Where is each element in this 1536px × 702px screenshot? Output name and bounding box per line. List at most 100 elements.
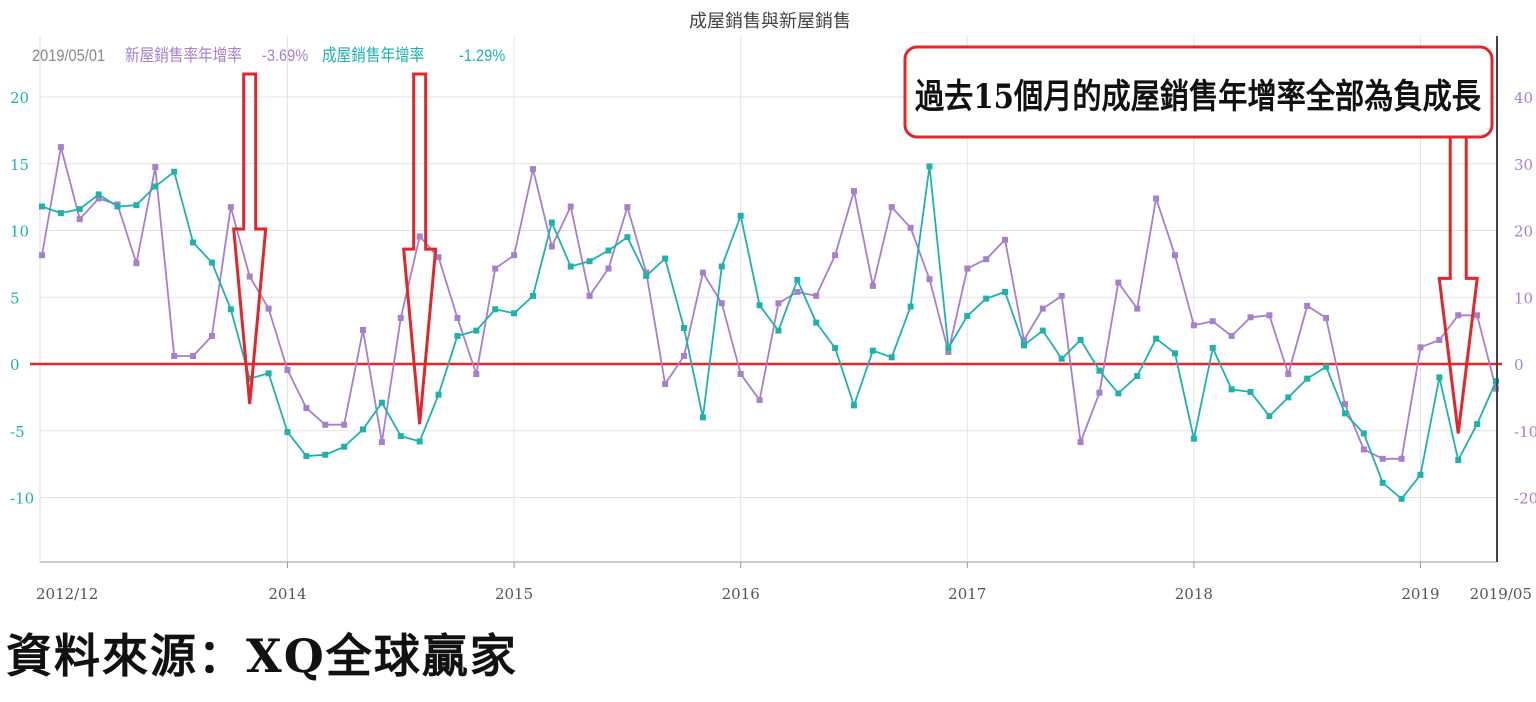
series-0-point-67 [1304,302,1311,309]
series-1-point-67 [1304,375,1311,382]
series-0-point-43 [850,188,857,195]
series-1-point-66 [1285,394,1292,401]
series-0-point-46 [907,224,914,231]
series-0-point-47 [926,276,933,283]
right-axis-tick-5: -10 [1514,423,1536,441]
series-1-point-64 [1247,389,1254,396]
series-1-point-5 [133,202,140,209]
series-1-point-15 [322,451,329,458]
series-1-point-62 [1209,344,1216,351]
x-axis-tick-6: 2019 [1401,585,1439,603]
series-1-point-41 [813,319,820,326]
series-1-point-58 [1134,373,1141,380]
x-axis-tick-1: 2014 [268,585,306,603]
series-1-point-17 [360,426,367,433]
series-0-point-39 [775,300,782,307]
series-0-point-33 [662,381,669,388]
series-0-point-62 [1209,318,1216,325]
callout-text: 過去15個月的成屋銷售年增率全部為負成長 [915,77,1482,117]
series-1-point-40 [794,276,801,283]
series-0-point-24 [492,265,499,272]
series-1-point-65 [1266,413,1273,420]
series-0-point-16 [341,421,348,428]
series-1-point-69 [1341,410,1348,417]
series-0-point-28 [567,203,574,210]
series-0-point-41 [813,292,820,299]
series-1-point-23 [473,327,480,334]
annotation-arrow-1 [402,72,438,425]
series-1-point-32 [643,272,650,279]
x-axis-tick-0: 2012/12 [36,585,98,603]
x-axis-tick-4: 2017 [948,585,986,603]
annotation-arrows [232,72,1479,434]
series-0-point-10 [227,204,234,211]
series-0-point-26 [529,166,536,173]
series-1-point-27 [548,219,555,226]
series-0-point-69 [1341,401,1348,408]
series-1-point-76 [1474,421,1481,428]
series-1-point-75 [1455,457,1462,464]
series-0-point-53 [1039,305,1046,312]
series-0-point-50 [983,256,990,263]
series-1-point-1 [57,210,64,217]
series-0-point-36 [718,300,725,307]
chart: 成屋銷售與新屋銷售 2019/05/01 新屋銷售率年增率 -3.69% 成屋銷售年… [10,11,1536,603]
right-axis-tick-4: 0 [1514,356,1524,374]
series-0-point-38 [756,397,763,404]
x-axis-tick-2: 2015 [495,585,533,603]
series-0-point-51 [1002,236,1009,243]
series-layer [39,144,1499,502]
left-axis-tick-3: 5 [10,289,20,307]
series-0-point-19 [397,314,404,321]
series-1-point-24 [492,306,499,313]
series-0-point-8 [190,352,197,359]
series-0-point-9 [208,332,215,339]
series-1-point-30 [605,247,612,254]
left-axis-tick-5: -5 [10,423,25,441]
series-0-point-29 [586,292,593,299]
series-0-point-0 [39,252,45,259]
right-axis-tick-0: 40 [1514,89,1533,107]
series-1-point-38 [756,302,763,309]
annotation-arrow-0 [232,72,268,405]
series-1-point-57 [1115,390,1122,397]
series-0-point-40 [794,288,801,295]
series-1-point-31 [624,234,631,241]
series-1-point-13 [284,429,291,436]
series-0-point-54 [1058,292,1065,299]
series-0-point-71 [1379,455,1386,462]
series-0-point-74 [1436,336,1443,343]
series-0-point-63 [1228,332,1235,339]
series-0-point-6 [152,164,159,171]
series-1-point-52 [1020,342,1027,349]
right-axis-tick-1: 30 [1514,156,1533,174]
series-1-point-19 [397,433,404,440]
series-0-point-3 [95,195,102,202]
series-0-point-34 [681,352,688,359]
series-0-point-14 [303,405,310,412]
series-1-point-11 [246,375,253,382]
series-0-point-20 [416,233,423,240]
series-1-point-20 [416,438,423,445]
series-1-point-70 [1360,430,1367,437]
series-1-point-45 [888,354,895,361]
series-1-point-21 [435,391,442,398]
series-1-point-35 [699,414,706,421]
right-axis: 40 30 20 10 0 -10 -20 [1514,89,1536,508]
series-0-point-25 [511,252,518,259]
series-1-point-46 [907,303,914,310]
right-axis-tick-2: 20 [1514,223,1533,241]
series-1-point-63 [1228,386,1235,393]
series-0-point-32 [643,269,650,276]
series-1-point-59 [1153,335,1160,342]
series-1-point-54 [1058,355,1065,362]
series-0-point-70 [1360,446,1367,453]
series-0-point-60 [1171,252,1178,259]
series-0-point-11 [246,273,253,280]
legend-series-label-0: 新屋銷售率年增率 [125,46,242,65]
x-axis-tick-7: 2019/05 [1470,585,1532,603]
series-0-point-52 [1020,336,1027,343]
legend-date: 2019/05/01 [32,47,105,65]
series-0-point-17 [360,326,367,333]
series-1-point-22 [454,332,461,339]
